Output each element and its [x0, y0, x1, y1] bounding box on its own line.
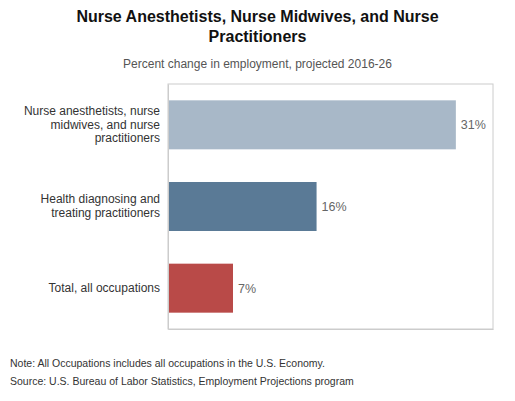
- y-tick-label: Total, all occupations: [49, 281, 160, 295]
- data-label: 16%: [322, 200, 347, 214]
- y-axis: Total, all occupations Health diagnosing …: [24, 85, 169, 330]
- plot: 7% 16% 31% Total, all occupations Health dia…: [24, 84, 494, 330]
- bar: [168, 264, 233, 313]
- data-labels: 7% 16% 31%: [238, 118, 486, 295]
- y-tick: Health diagnosing andtreating practition…: [41, 192, 160, 220]
- x-axis-line: [169, 329, 494, 330]
- notes: Note: All Occupations includes all occup…: [10, 357, 354, 387]
- bar: [168, 182, 317, 231]
- x-axis: [169, 329, 494, 330]
- subtitle: Percent change in employment, projected …: [123, 57, 392, 71]
- bar: [168, 100, 456, 149]
- y-axis-line: [168, 85, 169, 330]
- plot-frame: [168, 84, 493, 329]
- note: Note: All Occupations includes all occup…: [10, 357, 325, 369]
- y-tick: Total, all occupations: [49, 281, 160, 295]
- y-tick-label: Health diagnosing andtreating practition…: [41, 192, 160, 220]
- title: Nurse Anesthetists, Nurse Midwives, and …: [76, 8, 438, 45]
- data-label: 7%: [238, 282, 256, 296]
- bars: [168, 100, 456, 312]
- chart: Nurse Anesthetists, Nurse Midwives, and …: [0, 0, 515, 401]
- note: Source: U.S. Bureau of Labor Statistics,…: [10, 375, 354, 387]
- data-label: 31%: [461, 118, 486, 132]
- y-tick-label: Nurse anesthetists, nursemidwives, and n…: [24, 104, 160, 146]
- y-tick: Nurse anesthetists, nursemidwives, and n…: [24, 104, 160, 146]
